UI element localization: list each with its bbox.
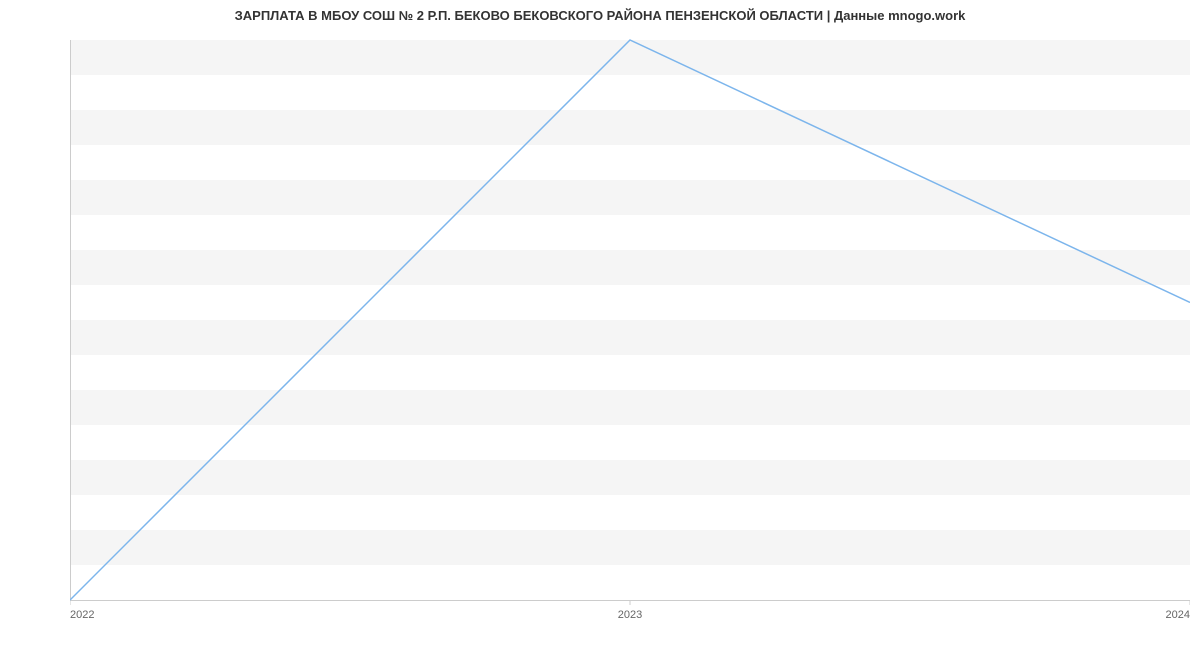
grid-band xyxy=(70,530,1190,565)
grid-band xyxy=(70,390,1190,425)
x-tick-label: 2023 xyxy=(618,609,642,621)
grid-band xyxy=(70,320,1190,355)
grid-band xyxy=(70,180,1190,215)
chart-container: ЗАРПЛАТА В МБОУ СОШ № 2 Р.П. БЕКОВО БЕКО… xyxy=(0,0,1200,650)
grid-band xyxy=(70,460,1190,495)
grid-band xyxy=(70,250,1190,285)
x-tick-label: 2024 xyxy=(1166,609,1190,621)
chart-svg: 1500015500160001650017000175001800018500… xyxy=(70,30,1190,630)
chart-title: ЗАРПЛАТА В МБОУ СОШ № 2 Р.П. БЕКОВО БЕКО… xyxy=(0,0,1200,27)
grid-band xyxy=(70,110,1190,145)
plot-area: 1500015500160001650017000175001800018500… xyxy=(70,30,1190,610)
x-tick-label: 2022 xyxy=(70,609,94,621)
grid-band xyxy=(70,40,1190,75)
